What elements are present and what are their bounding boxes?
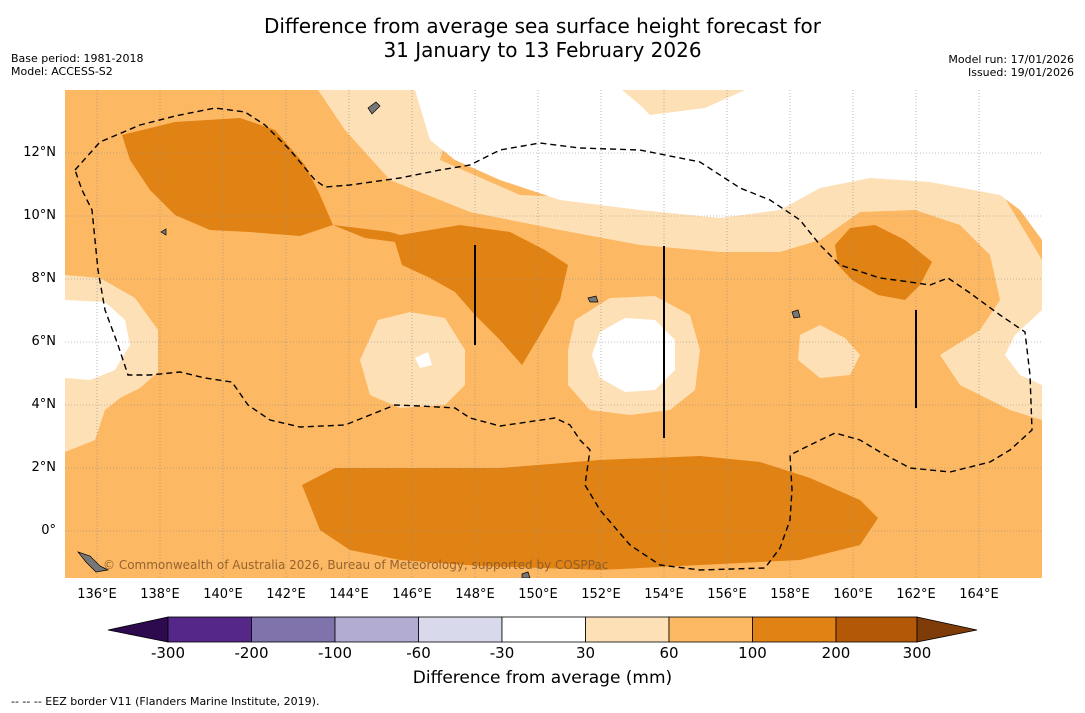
colorbar-label: 100 bbox=[738, 644, 767, 662]
near-average-region-east bbox=[1005, 310, 1042, 385]
x-tick-label: 138°E bbox=[140, 587, 180, 602]
x-tick-label: 136°E bbox=[77, 587, 117, 602]
x-tick-label: 148°E bbox=[455, 587, 495, 602]
y-tick-label: 10°N bbox=[23, 208, 56, 223]
near-average-region-northwest bbox=[622, 90, 745, 115]
colorbar-label: 30 bbox=[575, 644, 596, 662]
colorbar-label: -100 bbox=[317, 644, 353, 662]
colorbar-title: Difference from average (mm) bbox=[412, 668, 673, 688]
anomaly-30-60-region-central bbox=[360, 312, 465, 408]
colorbar-label: -300 bbox=[150, 644, 186, 662]
x-tick-label: 160°E bbox=[833, 587, 873, 602]
x-tick-label: 142°E bbox=[266, 587, 306, 602]
anomaly-100-200-region-east bbox=[835, 225, 932, 300]
near-average-region-ring-center bbox=[592, 318, 675, 392]
meta-right: Model run: 17/01/2026 Issued: 19/01/2026 bbox=[948, 53, 1074, 79]
issued-date: Issued: 19/01/2026 bbox=[967, 66, 1074, 79]
anomaly-30-60-region-east bbox=[798, 325, 860, 378]
colorbar-label: 300 bbox=[902, 644, 932, 662]
near-average-region-west bbox=[65, 300, 130, 380]
colorbar-label: -60 bbox=[406, 644, 431, 662]
base-period: Base period: 1981-2018 bbox=[11, 52, 144, 65]
anomaly-100-200-region-center bbox=[333, 225, 568, 365]
colorbar-label: 200 bbox=[821, 644, 851, 662]
map-title: Difference from average sea surface heig… bbox=[0, 14, 1085, 62]
x-tick-label: 154°E bbox=[644, 587, 684, 602]
colorbar-extend-high bbox=[916, 616, 978, 643]
meta-left: Base period: 1981-2018 Model: ACCESS-S2 bbox=[11, 52, 143, 78]
title-line-1: Difference from average sea surface heig… bbox=[263, 14, 822, 38]
x-tick-label: 156°E bbox=[707, 587, 747, 602]
marker-lines bbox=[474, 245, 917, 438]
x-tick-label: 146°E bbox=[392, 587, 432, 602]
near-average-region-north bbox=[415, 90, 1042, 240]
y-tick-label: 12°N bbox=[23, 145, 56, 160]
y-tick-label: 0° bbox=[41, 523, 56, 538]
colorbar-bin bbox=[167, 616, 252, 643]
colorbar-label: -30 bbox=[489, 644, 515, 662]
title-line-2: 31 January to 13 February 2026 bbox=[383, 38, 702, 62]
y-tick-label: 2°N bbox=[31, 460, 57, 475]
colorbar-extend-low bbox=[107, 616, 169, 643]
anomaly-100-200-region-south bbox=[302, 456, 878, 570]
y-tick-label: 8°N bbox=[31, 271, 57, 286]
colorbar-label: 60 bbox=[659, 644, 679, 662]
y-tick-label: 4°N bbox=[31, 397, 57, 412]
x-tick-label: 158°E bbox=[770, 587, 810, 602]
colorbar-bin bbox=[251, 616, 336, 643]
x-tick-label: 164°E bbox=[959, 587, 999, 602]
islands bbox=[76, 101, 801, 578]
map-area bbox=[65, 90, 1042, 578]
colorbar-bin bbox=[418, 616, 503, 643]
x-tick-label: 152°E bbox=[581, 587, 621, 602]
eez-footnote: -- -- -- EEZ border V11 (Flanders Marine… bbox=[11, 695, 320, 708]
x-tick-label: 144°E bbox=[329, 587, 369, 602]
x-tick-label: 150°E bbox=[518, 587, 558, 602]
x-tick-label: 140°E bbox=[203, 587, 243, 602]
colorbar-bin bbox=[585, 616, 670, 643]
colorbar-bin bbox=[668, 616, 753, 643]
copyright-credit: © Commonwealth of Australia 2026, Bureau… bbox=[103, 558, 609, 572]
anomaly-30-60-region-north bbox=[318, 90, 1042, 420]
x-tick-label: 162°E bbox=[896, 587, 936, 602]
y-tick-label: 6°N bbox=[31, 334, 57, 349]
colorbar-bin bbox=[752, 616, 837, 643]
colorbar-bin bbox=[501, 616, 586, 643]
near-average-region-central bbox=[415, 352, 432, 368]
eez-borders bbox=[74, 107, 1033, 571]
colorbar bbox=[107, 616, 978, 643]
model-run: Model run: 17/01/2026 bbox=[948, 53, 1074, 66]
model-name: Model: ACCESS-S2 bbox=[11, 65, 113, 78]
anomaly-100-200-region-northwest bbox=[122, 118, 333, 236]
colorbar-bin bbox=[835, 616, 918, 643]
colorbar-label: -200 bbox=[234, 644, 269, 662]
colorbar-bin bbox=[334, 616, 419, 643]
